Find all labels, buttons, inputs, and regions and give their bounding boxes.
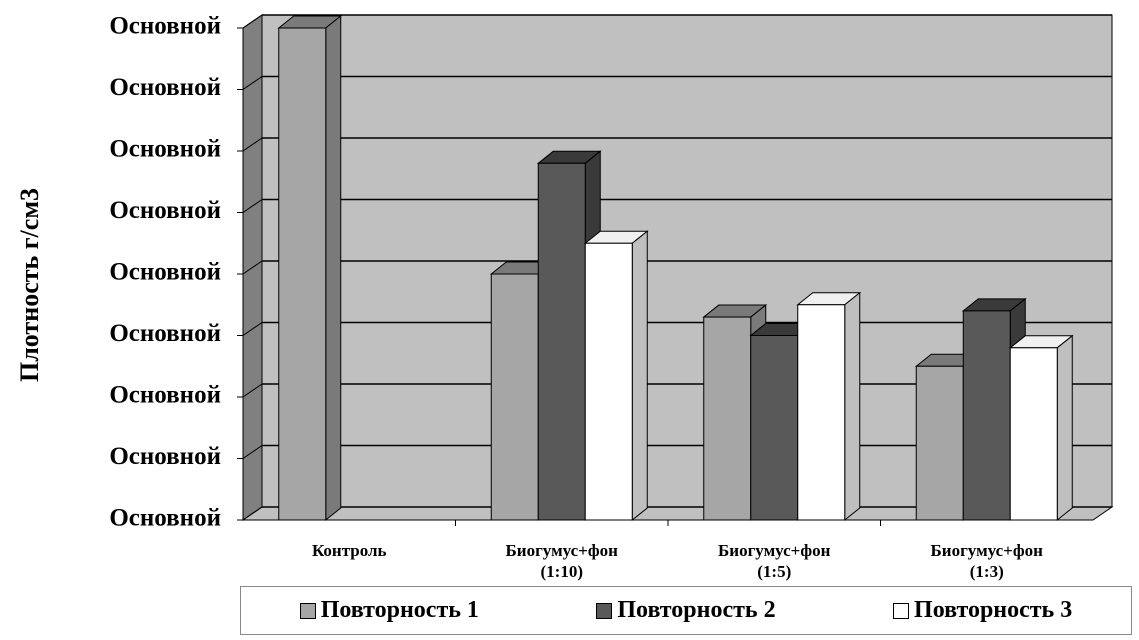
x-tick-label: Контроль xyxy=(311,541,387,560)
legend-label: Повторность 3 xyxy=(914,597,1073,623)
bar xyxy=(490,273,539,521)
x-tick-label: Биогумус+фон (1:3) xyxy=(930,541,1043,581)
grid-line-side xyxy=(242,322,263,336)
bar xyxy=(915,365,964,521)
grid-line-side xyxy=(242,260,263,275)
y-tick-label: Основной xyxy=(109,136,221,163)
grid-line-side xyxy=(242,14,263,29)
y-tick-label: Основной xyxy=(109,505,221,532)
grid-line-side xyxy=(242,383,263,398)
y-tick-label: Основной xyxy=(109,443,221,470)
legend-swatch xyxy=(299,602,316,619)
grid-line-side xyxy=(242,445,263,459)
y-tick-label: Основной xyxy=(109,74,221,101)
plot: Плотность г/см3 Основной Основной Основной… xyxy=(15,13,1114,532)
bar xyxy=(278,27,327,521)
legend-item: Повторность 1 xyxy=(299,597,479,624)
y-axis-title: Плотность г/см3 xyxy=(15,188,44,382)
bar xyxy=(797,304,846,521)
bar-side xyxy=(325,14,342,522)
bar xyxy=(1009,347,1058,521)
grid-line-side xyxy=(242,76,263,90)
x-tick-label: Биогумус+фон (1:5) xyxy=(718,541,831,581)
legend-swatch xyxy=(596,602,613,619)
legend: Повторность 1 Повторность 2 Повторность 3 xyxy=(240,586,1132,635)
grid-line-side xyxy=(242,506,263,521)
bar-side xyxy=(844,291,861,522)
legend-item: Повторность 2 xyxy=(596,597,776,624)
bar xyxy=(584,242,633,521)
bar xyxy=(750,335,799,521)
bar xyxy=(962,310,1011,521)
legend-label: Повторность 2 xyxy=(617,597,776,623)
bar xyxy=(703,316,752,521)
bar-side xyxy=(631,230,648,522)
y-tick-label: Основной xyxy=(109,320,221,347)
bar-side xyxy=(1056,334,1073,522)
y-tick-label: Основной xyxy=(109,382,221,409)
grid-line-side xyxy=(242,137,263,152)
y-tick-label: Основной xyxy=(109,13,221,40)
grid-line-side xyxy=(242,199,263,213)
bar xyxy=(537,162,586,521)
legend-label: Повторность 1 xyxy=(320,597,479,623)
x-tick-label: Биогумус+фон (1:10) xyxy=(505,541,618,581)
y-tick-label: Основной xyxy=(109,197,221,224)
legend-swatch xyxy=(893,602,910,619)
y-tick-label: Основной xyxy=(109,259,221,286)
legend-item: Повторность 3 xyxy=(893,597,1072,624)
